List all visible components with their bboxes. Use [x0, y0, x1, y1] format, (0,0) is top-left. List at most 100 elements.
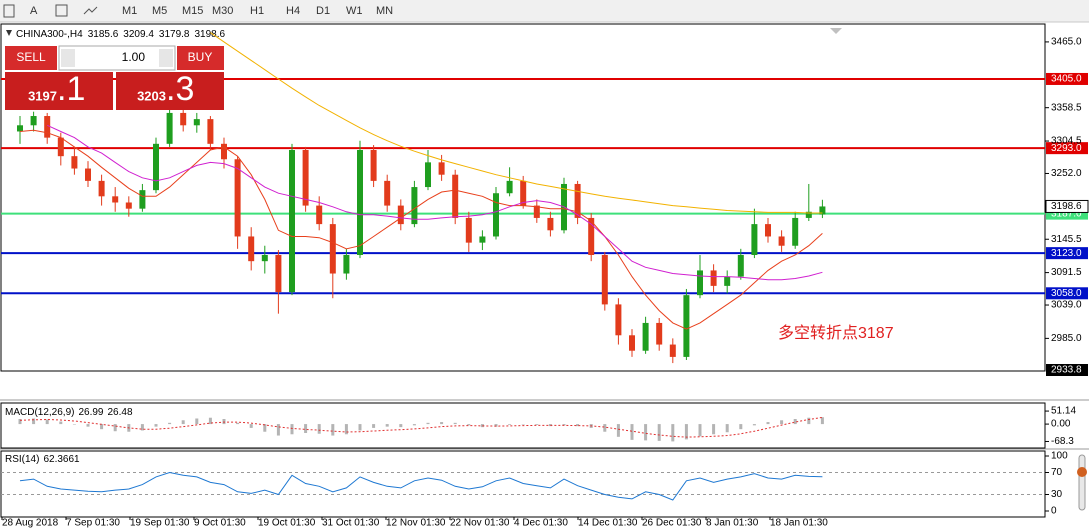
chart-header: CHINA300-,H4 3185.6 3209.4 3179.8 3198.6: [16, 29, 226, 40]
annotation: 多空转折点3187: [778, 324, 894, 342]
level-tag: [1046, 72, 1088, 85]
macd-bar: [113, 424, 117, 432]
x-tick-label: 31 Oct 01:30: [322, 518, 380, 529]
macd-bar: [712, 424, 716, 435]
tool-icon[interactable]: [83, 6, 98, 15]
low-tag: [1046, 364, 1088, 376]
macd-value: 26.48: [108, 407, 133, 418]
sell-price-frac[interactable]: .1: [57, 70, 85, 108]
buy-price-box[interactable]: [116, 72, 224, 110]
shift-marker: [830, 28, 842, 34]
macd-bar: [168, 422, 172, 425]
y-tick-label: 51.14: [1051, 406, 1076, 417]
macd-bar: [630, 424, 634, 440]
trade-panel: SELL 1.00 BUY 3197 .1 3203 .3: [5, 45, 224, 110]
macd-bar: [684, 424, 688, 440]
macd-bar: [59, 421, 63, 425]
y-tick-label: 0.00: [1051, 419, 1071, 430]
timeframe[interactable]: M15: [182, 5, 203, 17]
macd-bar: [807, 417, 811, 425]
tool-icon[interactable]: [55, 4, 68, 17]
candle-body: [44, 116, 51, 138]
y-tick-label: 100: [1051, 451, 1068, 462]
macd-bar: [494, 424, 498, 427]
y-tick-label: 3358.5: [1051, 102, 1082, 113]
level-label: 3058.0: [1051, 288, 1082, 299]
x-tick-label: 19 Sep 01:30: [130, 518, 190, 529]
buy-label[interactable]: BUY: [188, 50, 213, 64]
timeframe[interactable]: M1: [122, 5, 137, 17]
macd-bar: [372, 424, 376, 428]
macd-bar: [358, 424, 362, 431]
x-tick-label: 19 Oct 01:30: [258, 518, 316, 529]
timeframe[interactable]: D1: [316, 5, 330, 17]
low-label: 2933.8: [1051, 365, 1082, 376]
candle-body: [669, 344, 676, 357]
candle-body: [751, 224, 758, 255]
timeframe[interactable]: M30: [212, 5, 233, 17]
y-tick-label: 3145.5: [1051, 234, 1082, 245]
macd-bar: [576, 424, 580, 427]
x-tick-label: 18 Jan 01:30: [770, 518, 828, 529]
charts: CHINA300-,H4 3185.6 3209.4 3179.8 3198.6 3405…: [0, 23, 1089, 529]
timeframe[interactable]: H4: [286, 5, 300, 17]
header-value: 3185.6: [88, 29, 119, 40]
macd-bar: [657, 424, 661, 441]
rsi-value: 62.3661: [43, 454, 80, 465]
lot-value[interactable]: 1.00: [122, 50, 146, 64]
buy-price-frac[interactable]: .3: [166, 70, 194, 108]
moving-average: [210, 32, 823, 214]
candle-body: [98, 180, 105, 197]
candle-body: [289, 149, 295, 293]
sell-price-main[interactable]: 3197: [28, 88, 57, 103]
main-panel: [0, 23, 1046, 372]
timeframe[interactable]: W1: [346, 5, 363, 17]
candle-body: [261, 254, 268, 262]
lot-down[interactable]: [61, 49, 75, 67]
buy-button[interactable]: [177, 46, 224, 70]
candle-body: [207, 119, 214, 144]
macd-bar: [562, 424, 566, 426]
moving-average: [19, 129, 823, 330]
macd-bar: [290, 424, 294, 435]
candle-body: [615, 304, 622, 336]
level-tag: [1046, 287, 1088, 300]
candle-body: [85, 168, 91, 181]
lot-field[interactable]: [58, 45, 176, 71]
timeframe[interactable]: H1: [250, 5, 264, 17]
macd-bar: [45, 419, 49, 425]
buy-price-main[interactable]: 3203: [137, 88, 166, 103]
macd-bar: [32, 418, 36, 425]
candle-body: [710, 270, 717, 286]
y-tick-label: 30: [1051, 489, 1063, 500]
macd-bar: [535, 424, 539, 425]
candle-body: [697, 270, 703, 296]
lot-up[interactable]: [159, 49, 173, 67]
macd-bar: [426, 422, 430, 425]
timeframe[interactable]: M5: [152, 5, 167, 17]
x-tick-label: 12 Nov 01:30: [386, 518, 446, 529]
tool-text[interactable]: A: [30, 5, 38, 17]
sell-button[interactable]: [5, 46, 57, 70]
level-tag: [1046, 247, 1088, 260]
rsi-title: RSI(14) 62.3661: [5, 454, 80, 465]
macd-bar: [508, 424, 512, 425]
candle-body: [17, 125, 23, 132]
sell-price-box[interactable]: [5, 72, 113, 110]
y-tick-label: 3465.0: [1051, 37, 1082, 48]
level-tag: [1046, 142, 1088, 155]
macd-bar: [752, 424, 756, 426]
toolbar-bg: [0, 0, 1089, 22]
candle-body: [180, 112, 187, 126]
timeframe[interactable]: MN: [376, 5, 393, 17]
x-tick-label: 26 Dec 01:30: [642, 518, 702, 529]
candle-body: [397, 205, 404, 225]
moving-average: [46, 124, 823, 281]
header-value: 3179.8: [159, 29, 190, 40]
tool-icon[interactable]: [3, 4, 15, 18]
sell-label[interactable]: SELL: [16, 50, 46, 64]
candle-body: [343, 254, 350, 274]
candle-body: [139, 190, 146, 209]
macd-panel: [0, 402, 1046, 449]
